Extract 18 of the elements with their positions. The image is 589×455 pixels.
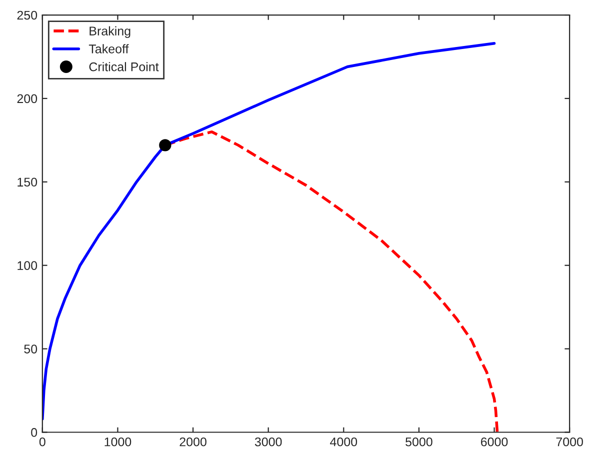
x-tick-label: 0	[39, 437, 46, 446]
x-tick-label: 6000	[480, 437, 508, 446]
y-tick-label: 50	[24, 344, 38, 354]
x-tick-label: 5000	[406, 437, 432, 446]
y-tick-label: 200	[17, 94, 38, 104]
legend-label: Critical Point	[89, 62, 159, 72]
x-tick-label: 2000	[180, 437, 206, 446]
x-tick-label: 1000	[104, 437, 132, 446]
line-series	[42, 42, 496, 420]
x-tick-label: 4000	[330, 437, 358, 446]
y-tick-label: 0	[31, 428, 38, 437]
y-tick-label: 100	[18, 261, 38, 270]
y-tick-label: 150	[18, 178, 38, 187]
legend-label: Takeoff	[88, 44, 129, 54]
x-tick-label: 3000	[254, 437, 282, 446]
x-tick-label: 7000	[556, 437, 583, 446]
y-tick-label: 250	[17, 10, 38, 20]
legend-label: Braking	[90, 26, 130, 38]
